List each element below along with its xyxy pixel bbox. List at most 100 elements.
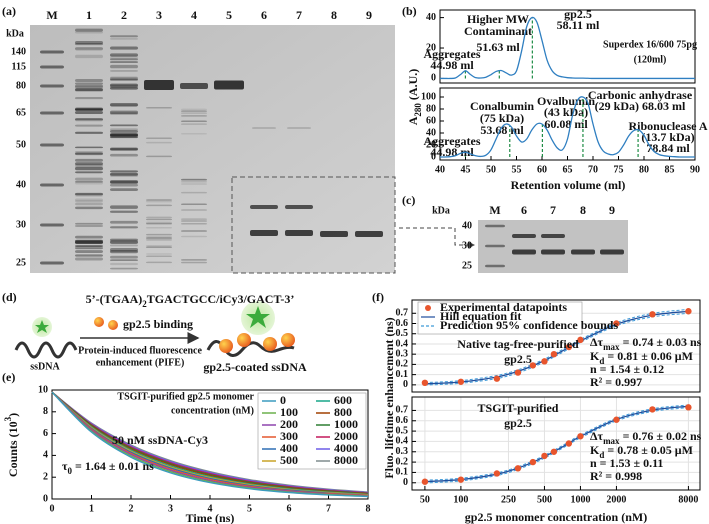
y-tick-label: 0.2 xyxy=(396,456,409,467)
text-part: Δτ xyxy=(590,335,604,349)
peak-label: Aggregates xyxy=(423,134,480,148)
gel-band xyxy=(75,181,103,185)
x-tick-label: 500 xyxy=(537,494,552,505)
gel-band xyxy=(181,261,207,264)
gel-band xyxy=(110,267,138,270)
gel-band xyxy=(285,205,313,209)
gel-band xyxy=(75,108,103,112)
gel-band xyxy=(355,231,383,237)
gel-band xyxy=(40,183,64,187)
data-point xyxy=(541,358,548,365)
gel-band xyxy=(110,240,138,244)
gel-band xyxy=(110,180,138,184)
legend-label: 2000 xyxy=(334,429,358,443)
gel-band xyxy=(146,200,172,203)
y-tick-label: 0.6 xyxy=(396,318,409,329)
marker-label: 140 xyxy=(11,46,26,57)
y-tick-label: 100 xyxy=(421,91,436,102)
inset-box xyxy=(231,176,396,274)
series-line xyxy=(439,16,695,80)
series-line xyxy=(439,96,695,158)
marker-label: 115 xyxy=(12,61,26,72)
gel-band xyxy=(75,146,103,149)
text-part: n = 1.53 ± 0.11 xyxy=(590,456,663,470)
gel-band xyxy=(110,112,138,115)
effect-label: enhancement (PIFE) xyxy=(96,357,185,368)
y-tick-label: 20 xyxy=(426,42,436,53)
gel-band xyxy=(75,241,103,245)
gel-band xyxy=(110,250,138,252)
protein xyxy=(94,317,104,327)
gel-band xyxy=(146,237,172,239)
x-axis-label: Time (ns) xyxy=(186,511,235,524)
data-point xyxy=(529,362,537,369)
y-axis-label: Fluo. lifetime enhancement (ns) xyxy=(382,317,396,478)
text-part: R² = 0.998 xyxy=(590,469,642,483)
protein xyxy=(108,320,118,330)
gel-band xyxy=(146,237,172,239)
text-part: Counts (10 xyxy=(6,421,20,477)
peak-label: 51.63 ml xyxy=(476,40,520,54)
legend-label: 1000 xyxy=(334,417,358,431)
y-axis-label: Counts (103) xyxy=(3,413,20,477)
lane-label: 9 xyxy=(366,8,372,22)
data-point xyxy=(685,404,692,411)
gel-band xyxy=(110,226,138,229)
marker-label: 30 xyxy=(462,240,472,251)
gel-band xyxy=(181,223,207,225)
lane-label: 7 xyxy=(296,8,302,22)
y-tick-label: 0.3 xyxy=(396,446,409,457)
text-part: TGACTGCC/iCy3/GACT-3’ xyxy=(147,292,295,306)
y-tick-label: 40 xyxy=(426,127,436,138)
gel-band xyxy=(75,246,103,250)
plot-label: Native tag-free-purified xyxy=(457,337,579,351)
gel-band xyxy=(485,224,505,228)
gel-band xyxy=(75,180,103,183)
gel-band xyxy=(75,202,103,206)
legend-label: 8000 xyxy=(334,453,358,467)
gel-band xyxy=(146,246,172,249)
legend-label: 400 xyxy=(280,441,298,455)
lane-label: 8 xyxy=(580,203,586,217)
data-point xyxy=(541,452,548,460)
text-part: K xyxy=(590,443,600,457)
gel-band xyxy=(180,83,208,89)
gel-band xyxy=(146,261,172,264)
gel-band xyxy=(75,257,103,261)
gel-band xyxy=(75,41,103,45)
gel-band xyxy=(75,124,103,127)
gel-band xyxy=(110,58,138,61)
gel-band xyxy=(75,118,103,121)
gel-band xyxy=(75,54,103,59)
gel-band xyxy=(181,191,207,194)
gel-band xyxy=(75,96,103,100)
data-point xyxy=(493,470,501,477)
gel-band xyxy=(75,166,103,171)
product-label: gp2.5-coated ssDNA xyxy=(203,360,307,374)
data-point xyxy=(565,440,573,447)
x-tick-label: 85 xyxy=(665,164,675,175)
legend-label: Hill equation fit xyxy=(440,309,521,323)
gel-band xyxy=(110,55,138,57)
fit-stat: Δτmax = 0.74 ± 0.03 ns xyxy=(590,335,702,352)
text-part: (A.U.) xyxy=(406,69,420,103)
gel-band xyxy=(40,261,64,265)
x-tick-label: 2000 xyxy=(606,494,626,505)
gel-band xyxy=(146,233,172,236)
y-tick-label: 6 xyxy=(43,428,48,439)
step-label: gp2.5 binding xyxy=(123,317,193,331)
gel-band xyxy=(75,198,103,202)
gel-band xyxy=(75,118,103,122)
gel-band xyxy=(75,164,103,168)
lane-label: 2 xyxy=(121,8,127,22)
x-tick-label: 60 xyxy=(537,164,547,175)
legend-title: TSGIT-purified gp2.5 monomer xyxy=(117,391,254,402)
gel-band xyxy=(110,124,138,127)
y-axis-label: A280 (A.U.) xyxy=(406,69,423,126)
gel-band xyxy=(110,220,138,224)
gel-band xyxy=(110,64,138,69)
gel-band xyxy=(75,84,103,88)
data-point xyxy=(613,320,620,327)
gel-band xyxy=(571,249,595,255)
gel-band xyxy=(110,210,138,213)
